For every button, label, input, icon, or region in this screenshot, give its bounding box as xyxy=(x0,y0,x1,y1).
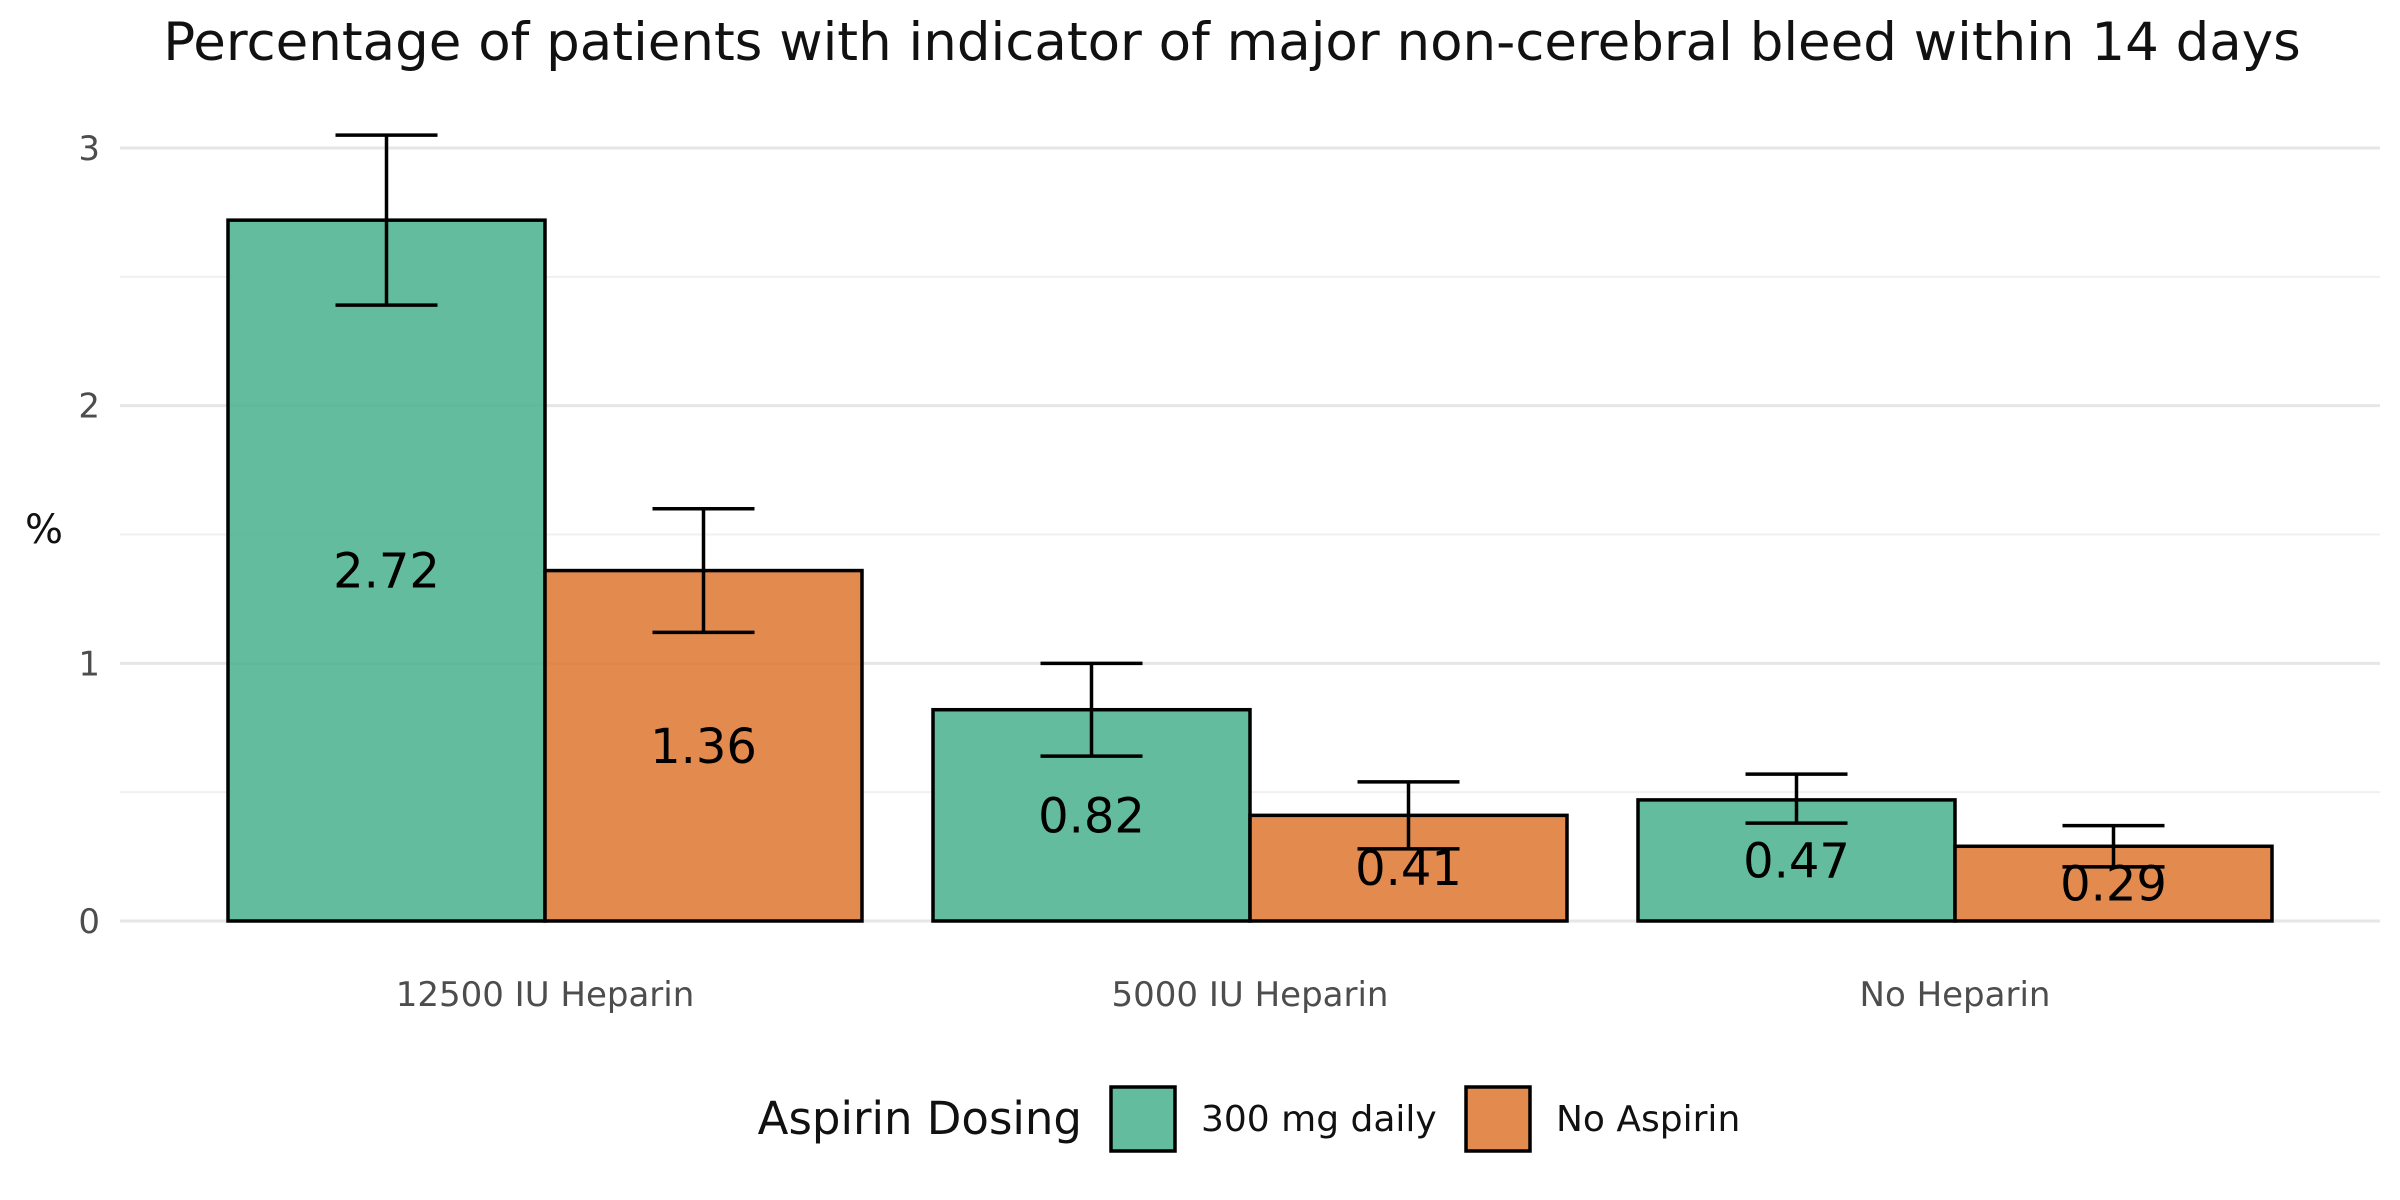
y-tick-label: 1 xyxy=(78,644,100,684)
error-bar xyxy=(2062,823,2165,869)
y-tick-label: 3 xyxy=(78,129,100,169)
bar-value-label: 0.82 xyxy=(1038,788,1145,844)
bar-value-label: 0.47 xyxy=(1743,833,1850,889)
error-bar xyxy=(652,506,755,635)
x-axis-ticks: 12500 IU Heparin 5000 IU Heparin No Hepari… xyxy=(396,975,2051,1015)
legend-swatch xyxy=(1109,1085,1177,1153)
bar-value-label: 1.36 xyxy=(650,719,757,775)
error-bar xyxy=(1357,780,1460,851)
legend-item: No Aspirin xyxy=(1464,1085,1740,1153)
y-tick-label: 0 xyxy=(78,902,100,942)
legend-label: 300 mg daily xyxy=(1201,1099,1437,1140)
legend-label: No Aspirin xyxy=(1556,1099,1740,1140)
x-tick-label: 5000 IU Heparin xyxy=(1112,975,1389,1015)
x-tick-label: 12500 IU Heparin xyxy=(396,975,695,1015)
error-bar xyxy=(335,133,438,307)
bar-value-label: 2.72 xyxy=(333,544,440,600)
legend: Aspirin Dosing 300 mg daily No Aspirin xyxy=(758,1085,1740,1153)
y-axis-ticks: 0 1 2 3 xyxy=(78,129,100,942)
bar-value-labels: 2.72 1.36 0.82 0.41 0.47 0.29 xyxy=(333,544,2167,913)
y-axis-title: % xyxy=(25,507,63,553)
legend-item: 300 mg daily xyxy=(1109,1085,1437,1153)
legend-title: Aspirin Dosing xyxy=(758,1092,1082,1145)
bar-value-label: 0.41 xyxy=(1355,841,1462,897)
bars xyxy=(226,218,2274,923)
bar xyxy=(226,218,547,923)
y-tick-label: 2 xyxy=(78,387,100,427)
bar-value-label: 0.29 xyxy=(2060,857,2167,913)
error-bar xyxy=(1745,772,1848,825)
error-bar xyxy=(1040,661,1143,758)
error-bars xyxy=(335,133,2165,869)
x-tick-label: No Heparin xyxy=(1860,975,2051,1015)
chart-title: Percentage of patients with indicator of… xyxy=(163,12,2301,73)
legend-swatch xyxy=(1464,1085,1532,1153)
